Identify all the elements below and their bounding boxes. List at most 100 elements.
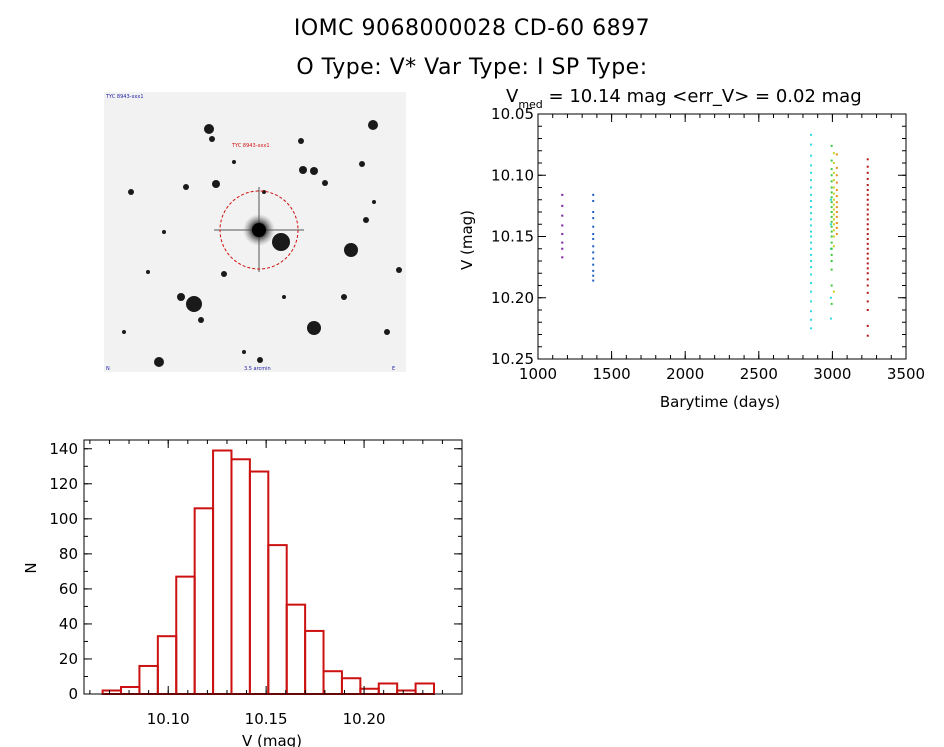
data-point [830, 225, 833, 228]
data-point [592, 274, 595, 277]
data-point [866, 198, 869, 201]
data-point [810, 179, 813, 182]
title-rest: = 10.14 mag <err_V> = 0.02 mag [543, 86, 862, 107]
data-point [832, 208, 835, 211]
y-tick-label: 60 [59, 580, 78, 598]
data-point [810, 235, 813, 238]
data-point [866, 228, 869, 231]
field-star [322, 180, 328, 186]
field-star [282, 295, 286, 299]
data-point [830, 196, 833, 199]
y-axis-label: N [22, 562, 40, 573]
data-point [810, 300, 813, 303]
data-point [830, 159, 833, 162]
data-point [866, 324, 869, 327]
data-point [866, 242, 869, 245]
field-star [177, 293, 185, 301]
data-point [832, 162, 835, 164]
data-point [835, 188, 838, 191]
x-tick-label: 3000 [813, 365, 851, 383]
data-point [835, 195, 838, 198]
data-point [832, 235, 835, 238]
data-point [561, 214, 564, 217]
data-point [866, 165, 869, 168]
data-point [830, 191, 833, 194]
histogram-bar [193, 507, 215, 695]
data-point [866, 208, 869, 211]
data-point [835, 181, 838, 184]
x-tick-label: 1500 [593, 365, 631, 383]
east-label: E [392, 366, 395, 372]
data-point [866, 267, 869, 270]
data-point [829, 296, 832, 299]
data-point [592, 233, 595, 236]
data-point [592, 245, 595, 248]
field-star [198, 317, 204, 323]
field-star [341, 294, 347, 300]
chart-title: IOMC 9068000028 CD-60 6897 [293, 16, 651, 41]
x-tick-label: 10.15 [245, 710, 288, 728]
y-tick-label: 10.10 [491, 166, 534, 184]
data-point [866, 291, 869, 294]
data-point [830, 168, 833, 171]
field-star [344, 243, 358, 257]
data-point [866, 262, 869, 265]
data-point [866, 309, 869, 311]
data-point [810, 290, 813, 293]
histogram-chart: 10.10 10.15 10.20 0 20 40 60 80 100 120 140 V (mag… [22, 439, 463, 747]
data-point [866, 213, 869, 216]
data-point [810, 186, 813, 189]
data-point [866, 247, 869, 250]
data-point [810, 318, 813, 321]
data-point [830, 284, 833, 287]
data-point [832, 245, 835, 248]
y-tick-label: 10.25 [491, 350, 534, 368]
data-point [830, 268, 833, 271]
data-point [810, 253, 813, 256]
x-axis-label: V (mag) [242, 732, 302, 747]
x-axis-label: Barytime (days) [660, 393, 780, 411]
data-point [830, 260, 833, 262]
field-star [307, 321, 321, 335]
data-point [830, 247, 833, 250]
histogram-bar [377, 682, 399, 695]
data-point [810, 212, 813, 215]
field-star [204, 124, 214, 134]
field-star [272, 233, 290, 251]
data-point [835, 226, 838, 229]
data-point [561, 204, 564, 207]
histogram-bar [230, 458, 251, 695]
target-star-core [252, 223, 266, 237]
data-point [866, 218, 869, 221]
y-axis-label: V (mag) [458, 210, 476, 270]
data-point [866, 184, 869, 187]
data-point [592, 225, 595, 228]
data-point [592, 199, 595, 202]
data-point [810, 154, 813, 157]
data-point [810, 310, 813, 313]
data-point [561, 241, 564, 244]
data-point [830, 241, 833, 244]
data-point [866, 334, 869, 337]
image-label: TYC 8943-xxx1 [105, 94, 144, 100]
data-point [866, 272, 869, 275]
data-point [810, 230, 813, 233]
field-star [257, 357, 263, 363]
data-point [561, 256, 564, 259]
data-point [810, 273, 813, 276]
x-tick-label: 10.20 [343, 710, 386, 728]
data-point [866, 223, 869, 226]
field-star [209, 136, 215, 142]
histogram-bar [414, 682, 435, 695]
field-star [154, 357, 164, 367]
x-tick-label: 10.10 [147, 710, 190, 728]
data-point [592, 251, 595, 254]
data-point [830, 302, 833, 305]
data-point [592, 193, 595, 196]
histogram-bar [156, 635, 178, 695]
data-point [866, 203, 869, 206]
y-tick-label: 10.05 [491, 105, 534, 123]
data-point [866, 257, 869, 260]
data-point [810, 133, 813, 136]
data-point [561, 247, 564, 250]
